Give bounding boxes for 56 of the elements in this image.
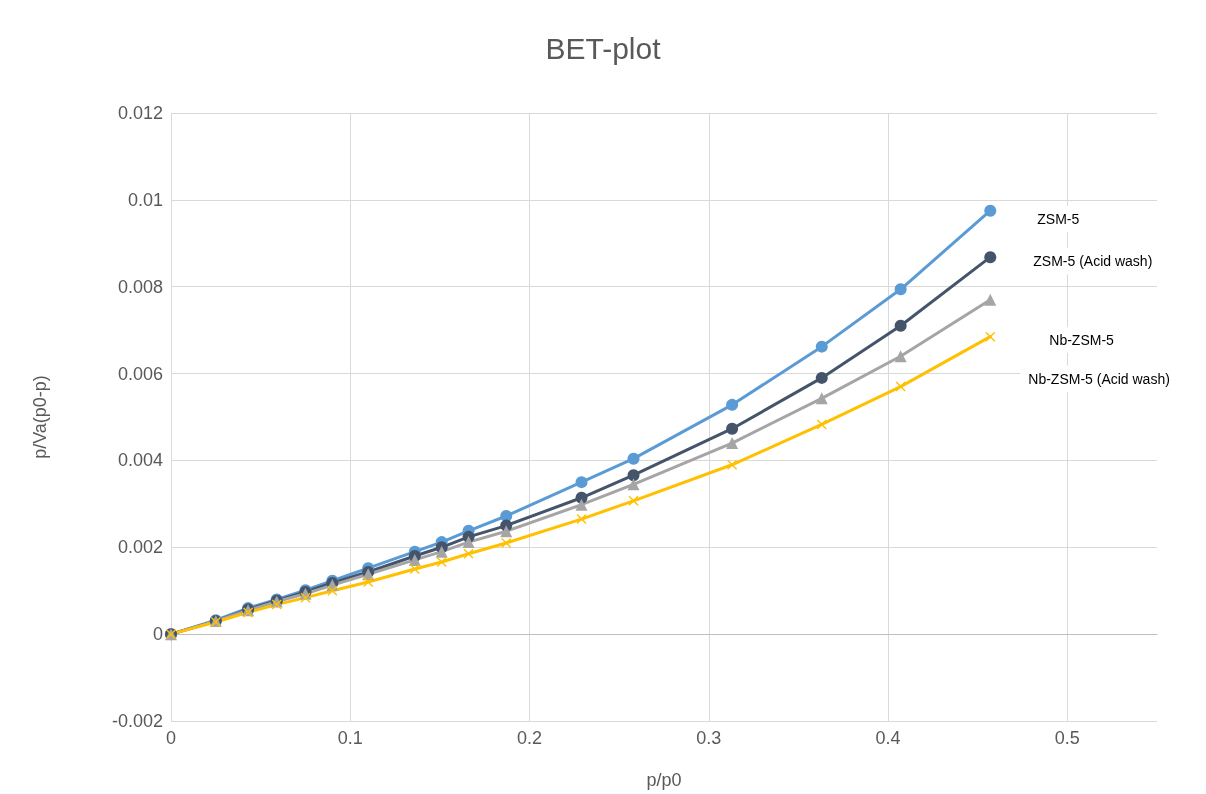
point bbox=[815, 340, 828, 353]
y-tick-label: 0.008 bbox=[117, 276, 163, 297]
point bbox=[894, 283, 907, 296]
point bbox=[726, 437, 739, 450]
text: ZSM-5 bbox=[1037, 210, 1080, 227]
point bbox=[627, 469, 640, 482]
text: Nb-ZSM-5 (Acid wash) bbox=[1028, 370, 1170, 387]
point bbox=[895, 381, 906, 392]
x-tick-label: 0 bbox=[165, 728, 177, 748]
point bbox=[894, 319, 907, 332]
point bbox=[436, 557, 447, 568]
point bbox=[363, 577, 374, 588]
point bbox=[815, 371, 828, 384]
point bbox=[984, 251, 997, 264]
chart-title: BET-plot bbox=[545, 31, 662, 65]
y-axis-title: p/Va(p0-p) bbox=[30, 375, 50, 459]
text: Nb-ZSM-5 bbox=[1049, 331, 1115, 348]
point bbox=[894, 350, 907, 363]
y-tick-label: 0 bbox=[152, 624, 163, 645]
y-tick-label: 0.002 bbox=[117, 537, 163, 558]
y-tick-label: -0.002 bbox=[111, 711, 163, 731]
point bbox=[408, 553, 421, 566]
point bbox=[627, 452, 640, 465]
point bbox=[984, 293, 997, 306]
point bbox=[463, 548, 474, 559]
point bbox=[409, 564, 420, 574]
point bbox=[816, 419, 827, 430]
point bbox=[435, 545, 448, 558]
point bbox=[327, 585, 338, 596]
point bbox=[300, 592, 311, 603]
point bbox=[462, 536, 475, 549]
point bbox=[985, 331, 996, 342]
point bbox=[628, 495, 639, 506]
y-tick-label: 0.004 bbox=[117, 450, 163, 471]
point bbox=[726, 422, 739, 435]
point bbox=[500, 525, 513, 538]
x-tick-label: 0.2 bbox=[517, 728, 543, 748]
point bbox=[726, 398, 739, 411]
point bbox=[575, 476, 588, 489]
x-tick-label: 0.5 bbox=[1054, 728, 1080, 748]
y-tick-label: 0.01 bbox=[127, 189, 163, 210]
point bbox=[984, 204, 997, 217]
point bbox=[271, 599, 282, 610]
x-tick-label: 0.1 bbox=[337, 728, 363, 748]
point bbox=[501, 537, 512, 548]
x-axis-title: p/p0 bbox=[646, 770, 682, 790]
point bbox=[627, 478, 640, 491]
point bbox=[575, 498, 588, 511]
y-tick-label: 0.012 bbox=[117, 103, 163, 123]
point bbox=[727, 459, 738, 470]
x-tick-label: 0.4 bbox=[875, 728, 901, 748]
text: ZSM-5 (Acid wash) bbox=[1033, 253, 1153, 270]
point bbox=[576, 514, 587, 525]
y-tick-label: 0.006 bbox=[117, 363, 163, 384]
x-tick-label: 0.3 bbox=[696, 728, 722, 748]
point bbox=[815, 392, 828, 405]
